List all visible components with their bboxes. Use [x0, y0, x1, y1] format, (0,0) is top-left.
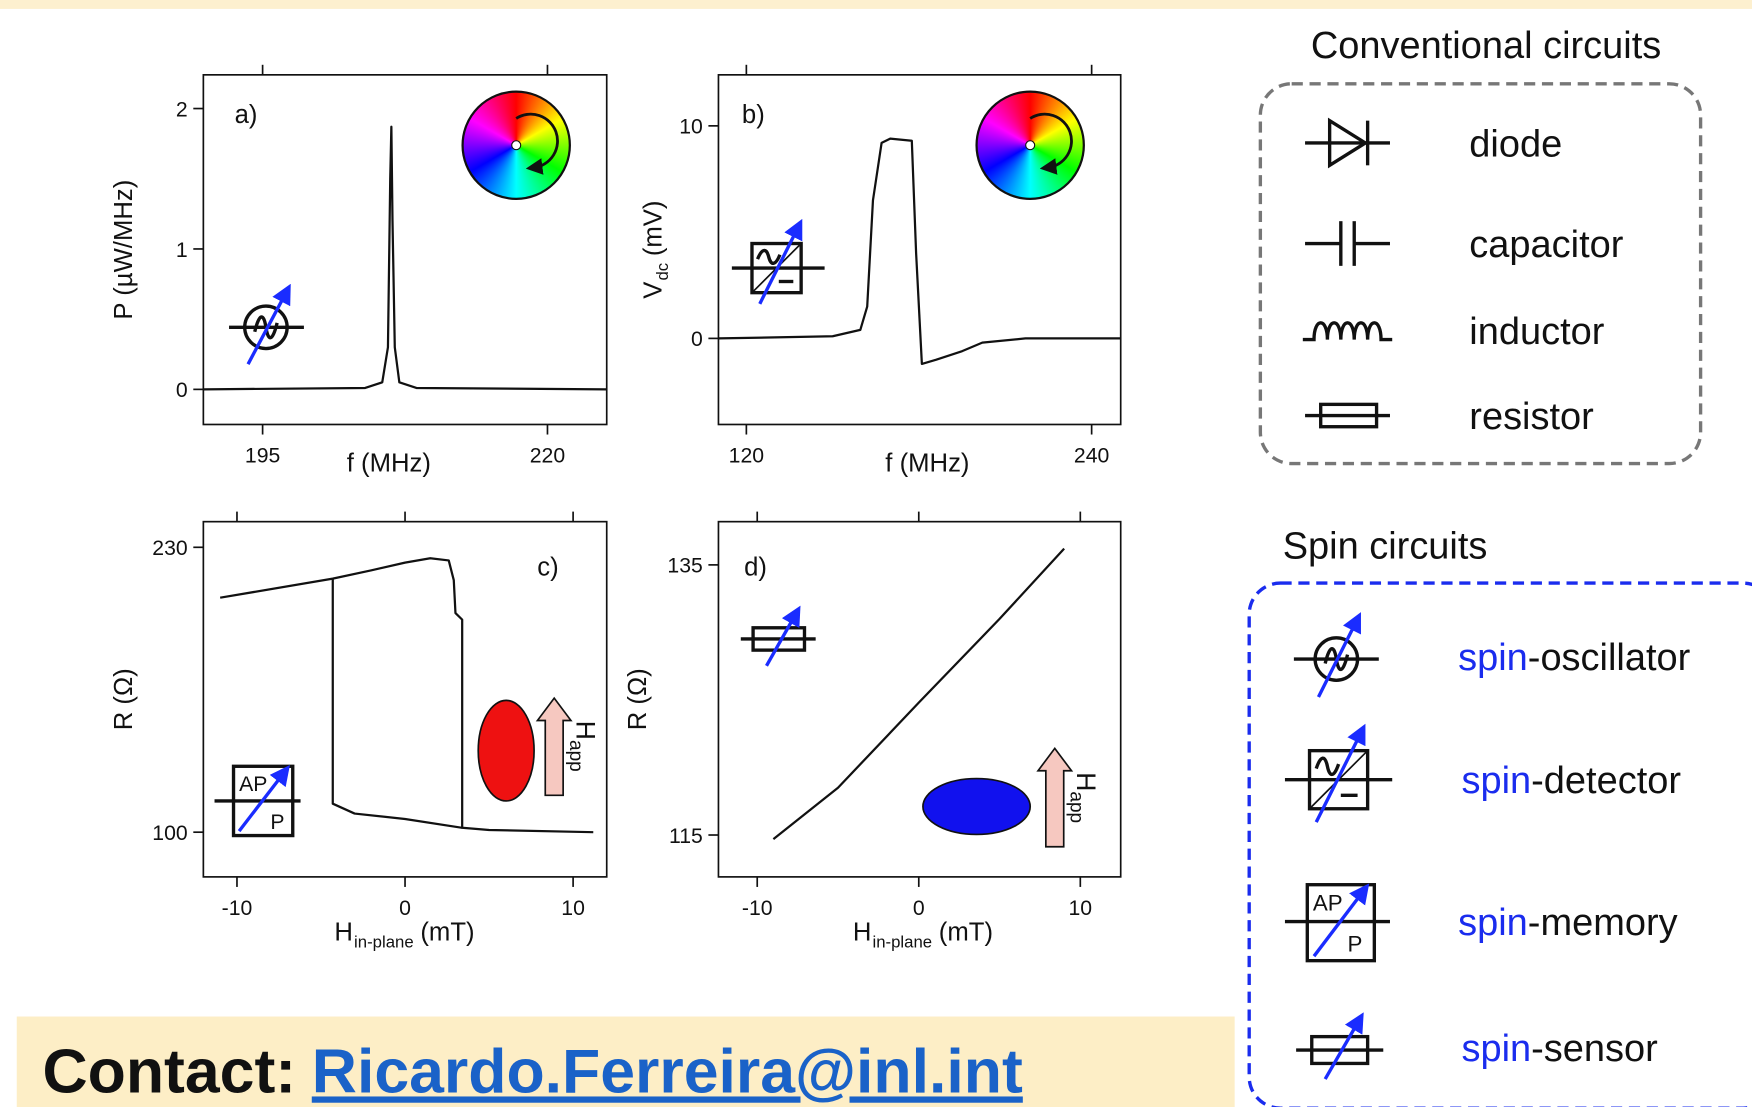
panel-label: a) — [235, 101, 258, 129]
field-main: H — [1071, 772, 1101, 791]
label-main: V — [639, 281, 667, 299]
xlabel: Hin-plane (mT) — [853, 919, 993, 952]
data-line — [333, 579, 462, 828]
memory-icon: AP P — [215, 766, 301, 835]
top-band — [0, 0, 1752, 9]
y-tick-label: 135 — [667, 555, 702, 578]
label-main: H — [853, 919, 872, 947]
legend-item-suffix: -sensor — [1531, 1028, 1658, 1070]
memory-label: P — [270, 811, 284, 834]
xlabel: f (MHz) — [885, 449, 969, 477]
detector-symbol — [1285, 733, 1392, 822]
legend-item: inductor — [1469, 311, 1604, 353]
x-tick-label: 195 — [245, 444, 280, 467]
page: {"chart_data": [ {"type": "line", "panel… — [0, 0, 1752, 1107]
x-tick-label: -10 — [742, 897, 773, 920]
label-main: H — [334, 919, 353, 947]
spin-prefix: spin — [1461, 1028, 1531, 1070]
x-tick-label: 10 — [1069, 897, 1093, 920]
ylabel: Vdc (mV) — [639, 201, 672, 299]
legend-item: spin-oscillator — [1458, 637, 1691, 679]
label-sub: in-plane — [873, 932, 933, 951]
memory-label: P — [1348, 932, 1363, 957]
legend-item: capacitor — [1469, 224, 1623, 266]
legend-item: diode — [1469, 123, 1562, 165]
legend-item-suffix: -oscillator — [1528, 637, 1691, 679]
legend-item-suffix: -memory — [1528, 902, 1678, 944]
sensor-icon — [741, 614, 816, 665]
ylabel: R (Ω) — [110, 668, 138, 730]
figure: AP P Conventional circuits diode capacit… — [0, 0, 1752, 1107]
legend-title: Conventional circuits — [1311, 25, 1661, 67]
x-tick-label: 240 — [1074, 444, 1109, 467]
spin-prefix: spin — [1461, 760, 1531, 802]
x-tick-label: 220 — [530, 444, 565, 467]
oscillator-icon — [229, 293, 304, 364]
x-tick-label: 10 — [561, 897, 585, 920]
inductor-symbol — [1303, 323, 1392, 340]
memory-label: AP — [239, 773, 267, 796]
legend-item-suffix: -detector — [1531, 760, 1681, 802]
y-tick-label: 0 — [691, 328, 703, 351]
label-unit: (mV) — [639, 201, 667, 257]
spin-prefix: spin — [1458, 637, 1528, 679]
field-label: Happ — [1065, 772, 1101, 823]
field-label: Happ — [565, 721, 601, 772]
oscillator-symbol — [1294, 621, 1379, 697]
field-main: H — [571, 721, 601, 740]
free-layer — [478, 700, 534, 801]
label-main: f (MHz) — [347, 449, 431, 477]
panel-label: b) — [742, 101, 765, 129]
y-tick-label: 2 — [176, 98, 188, 121]
x-tick-label: -10 — [222, 897, 253, 920]
label-main: f (MHz) — [885, 449, 969, 477]
y-tick-label: 230 — [152, 537, 187, 560]
field-sub: app — [1065, 791, 1086, 823]
legend-item: spin-detector — [1461, 760, 1681, 802]
panel-label: c) — [537, 553, 558, 581]
capacitor-symbol — [1305, 221, 1390, 266]
legend-item: spin-sensor — [1461, 1028, 1658, 1070]
color-wheel — [977, 92, 1084, 199]
xlabel: f (MHz) — [347, 449, 431, 477]
label-main: P (µW/MHz) — [110, 180, 138, 320]
label-unit: (mT) — [420, 919, 474, 947]
color-wheel — [463, 92, 570, 199]
spin-prefix: spin — [1458, 902, 1528, 944]
label-sub: dc — [653, 263, 672, 281]
legend-item: resistor — [1469, 396, 1594, 438]
label-main: R (Ω) — [110, 668, 138, 730]
detector-icon — [732, 228, 825, 304]
resistor-symbol — [1305, 404, 1390, 426]
x-tick-label: 0 — [399, 897, 411, 920]
memory-symbol: AP P — [1285, 885, 1390, 961]
xlabel: Hin-plane (mT) — [334, 919, 474, 952]
chart: -10 0 10 115 135 Hin-plane (mT) R (Ω) d) Happ — [624, 512, 1121, 952]
y-tick-label: 100 — [152, 822, 187, 845]
y-tick-label: 1 — [176, 239, 188, 262]
legend-item: spin-memory — [1458, 902, 1677, 944]
x-tick-label: 120 — [729, 444, 764, 467]
panel-label: d) — [744, 553, 767, 581]
label-main: R (Ω) — [624, 668, 652, 730]
y-tick-label: 115 — [669, 825, 703, 848]
sensor-symbol — [1296, 1021, 1383, 1079]
memory-label: AP — [1313, 890, 1343, 915]
diode-symbol — [1305, 121, 1390, 166]
legend-title: Spin circuits — [1283, 526, 1488, 568]
label-sub: in-plane — [354, 932, 414, 951]
field-sub: app — [565, 740, 586, 772]
ylabel: P (µW/MHz) — [110, 180, 138, 320]
ylabel: R (Ω) — [624, 668, 652, 730]
y-tick-label: 0 — [176, 379, 188, 402]
free-layer — [923, 779, 1030, 835]
contact-label: Contact: — [42, 1036, 296, 1106]
x-tick-label: 0 — [913, 897, 925, 920]
y-tick-label: 10 — [679, 116, 703, 139]
data-line — [220, 558, 593, 832]
contact: Contact:Ricardo.Ferreira@inl.int — [42, 1036, 1023, 1106]
label-unit: (mT) — [939, 919, 993, 947]
contact-email[interactable]: Ricardo.Ferreira@inl.int — [312, 1036, 1023, 1106]
